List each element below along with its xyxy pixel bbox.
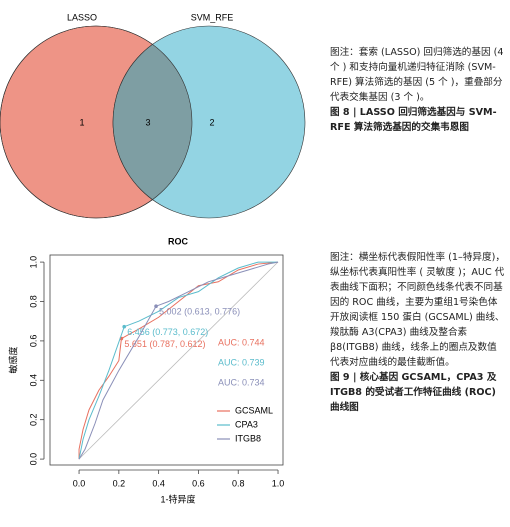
y-tick-label: 0.4 — [28, 374, 38, 387]
x-tick-label: 0.2 — [113, 478, 126, 488]
cutoff-point — [122, 324, 127, 329]
y-tick-label: 1.0 — [28, 256, 38, 269]
auc-label: AUC: 0.744 — [218, 337, 265, 347]
figures: LASSO SVM_RFE 1 3 2 ROC 1-特异度 敏感度 0.0 0.2… — [0, 12, 306, 504]
x-tick-label: 0.4 — [152, 478, 165, 488]
x-axis-label: 1-特异度 — [160, 493, 195, 504]
figure8-text: 图注：套索 (LASSO) 回归筛选的基因 (4 个 ) 和支持向量机递归特征消… — [330, 45, 506, 135]
legend-label: ITGB8 — [235, 433, 261, 443]
y-tick-label: 0.6 — [28, 335, 38, 348]
y-tick-label: 0.2 — [28, 413, 38, 426]
chart-title: ROC — [168, 236, 189, 246]
reference-diagonal — [78, 261, 279, 460]
auc-label: AUC: 0.739 — [218, 357, 265, 367]
venn-overlap — [112, 26, 192, 218]
cutoff-label: 6.456 (0.773, 0.672) — [127, 327, 208, 337]
venn-set-label: LASSO — [67, 12, 97, 22]
y-tick-label: 0.8 — [28, 295, 38, 308]
legend-label: GCSAML — [235, 405, 273, 415]
venn-outline — [0, 25, 193, 219]
cutoff-label: 5.002 (0.613, 0.776) — [159, 307, 240, 317]
caption: 图 9 | 核心基因 GCSAML，CPA3 及 ITGB8 的受试者工作特征曲… — [330, 372, 497, 413]
y-axis-label: 敏感度 — [7, 346, 18, 373]
cutoff-point — [154, 304, 158, 309]
x-tick-label: 0.0 — [73, 478, 86, 488]
roc-curve — [78, 261, 279, 460]
note: 图注：横坐标代表假阳性率 (1–特异度)，纵坐标代表真阳性率 ( 灵敏度 )；A… — [330, 252, 505, 368]
plot-box — [49, 254, 284, 466]
y-tick-label: 0.0 — [28, 453, 38, 466]
venn-count: 1 — [79, 117, 84, 127]
x-tick-label: 0.8 — [232, 478, 245, 488]
legend-label: CPA3 — [235, 419, 258, 429]
caption: 图 8 | LASSO 回归筛选基因与 SVM-RFE 算法筛选基因的交集韦恩图 — [330, 107, 497, 133]
venn-set-label: SVM_RFE — [191, 12, 234, 22]
roc-curve — [78, 261, 279, 460]
x-tick-label: 0.6 — [192, 478, 205, 488]
cutoff-label: 5.651 (0.787, 0.612) — [124, 339, 205, 349]
note: 图注：套索 (LASSO) 回归筛选的基因 (4 个 ) 和支持向量机递归特征消… — [330, 47, 504, 103]
venn-count: 2 — [209, 117, 214, 127]
auc-label: AUC: 0.734 — [218, 377, 265, 387]
venn-count: 3 — [145, 117, 150, 127]
x-tick-label: 1.0 — [272, 478, 285, 488]
figure9-text: 图注：横坐标代表假阳性率 (1–特异度)，纵坐标代表真阳性率 ( 灵敏度 )；A… — [330, 250, 506, 415]
